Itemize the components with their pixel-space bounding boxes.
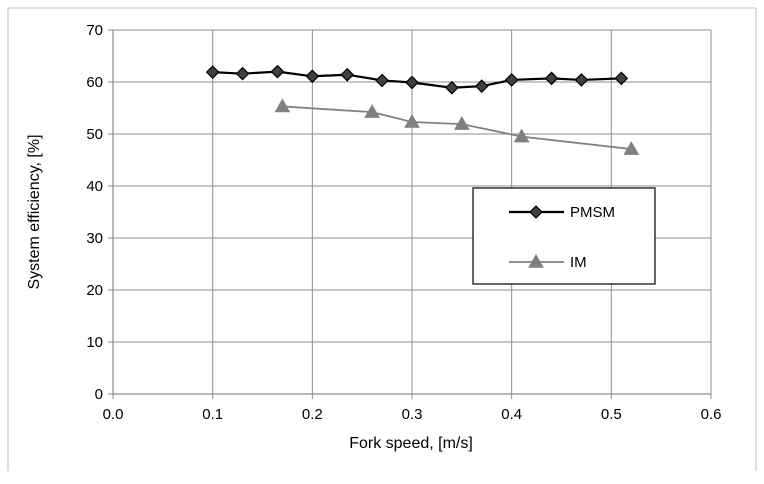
x-tick-label-2: 0.2 — [302, 406, 323, 423]
data-point-pmsm-3 — [305, 69, 320, 84]
data-point-im-0 — [274, 98, 291, 113]
legend-marker-pmsm — [529, 205, 543, 219]
y-tick-label-4: 40 — [86, 178, 103, 195]
series-line-im — [282, 105, 632, 150]
data-point-pmsm-8 — [474, 79, 489, 94]
x-tick-label-6: 0.6 — [701, 406, 722, 423]
y-tick-label-0: 0 — [95, 386, 103, 403]
y-tick-label-7: 70 — [86, 22, 103, 39]
data-point-im-1 — [364, 104, 380, 118]
data-point-pmsm-1 — [235, 66, 250, 81]
data-point-pmsm-6 — [405, 75, 419, 90]
legend-label-im: IM — [570, 254, 587, 271]
data-point-im-2 — [404, 114, 420, 128]
legend: PMSM IM — [472, 187, 656, 285]
data-point-pmsm-9 — [504, 73, 519, 87]
data-point-im-4 — [513, 128, 530, 143]
data-point-pmsm-12 — [614, 71, 629, 86]
x-axis-title: Fork speed, [m/s] — [349, 435, 473, 452]
y-tick-label-1: 10 — [86, 334, 103, 351]
x-tick-label-5: 0.5 — [601, 406, 622, 423]
data-point-pmsm-2 — [270, 64, 285, 79]
legend-box — [472, 187, 656, 285]
x-tick-label-3: 0.3 — [402, 406, 423, 423]
y-axis-ticks: 0 10 20 30 40 50 60 70 — [86, 22, 113, 403]
y-tick-label-2: 20 — [86, 282, 103, 299]
x-axis-ticks: 0.0 0.1 0.2 0.3 0.4 0.5 0.6 — [103, 394, 722, 423]
data-point-pmsm-0 — [205, 65, 220, 79]
data-point-pmsm-11 — [574, 73, 589, 87]
data-point-pmsm-4 — [340, 67, 355, 82]
x-tick-label-0: 0.0 — [103, 406, 124, 423]
y-tick-label-6: 60 — [86, 74, 103, 91]
x-tick-label-4: 0.4 — [501, 406, 522, 423]
legend-marker-im — [528, 253, 544, 268]
x-tick-label-1: 0.1 — [202, 406, 223, 423]
legend-items: PMSM IM — [509, 204, 615, 271]
data-point-im-5 — [623, 141, 640, 155]
data-point-pmsm-5 — [375, 73, 389, 88]
data-point-pmsm-7 — [445, 80, 459, 95]
series-layer — [205, 64, 640, 155]
y-tick-label-5: 50 — [86, 126, 103, 143]
legend-label-pmsm: PMSM — [570, 204, 615, 221]
data-point-pmsm-10 — [544, 71, 559, 86]
data-point-im-3 — [453, 116, 470, 130]
y-tick-label-3: 30 — [86, 230, 103, 247]
y-axis-title: System efficiency, [%] — [26, 134, 43, 289]
